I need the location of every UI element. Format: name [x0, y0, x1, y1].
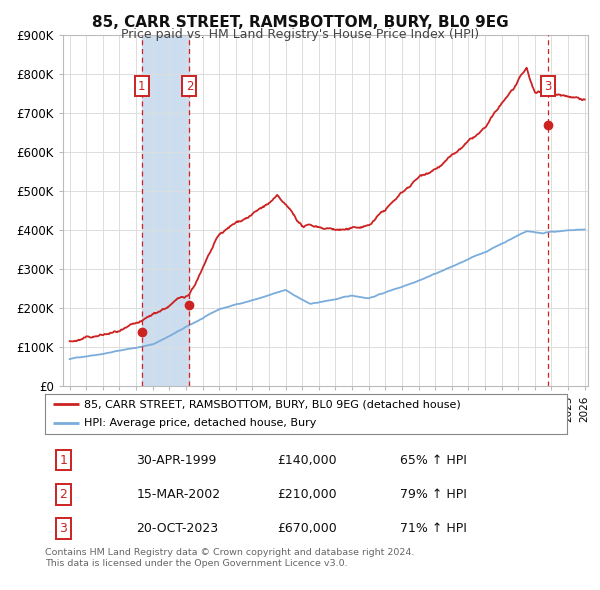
Text: £210,000: £210,000 [277, 488, 337, 501]
Text: 30-APR-1999: 30-APR-1999 [136, 454, 217, 467]
Text: HPI: Average price, detached house, Bury: HPI: Average price, detached house, Bury [84, 418, 317, 428]
Text: 3: 3 [544, 80, 552, 93]
Text: Contains HM Land Registry data © Crown copyright and database right 2024.
This d: Contains HM Land Registry data © Crown c… [45, 548, 415, 568]
Text: 79% ↑ HPI: 79% ↑ HPI [400, 488, 467, 501]
Text: 2: 2 [185, 80, 193, 93]
Text: £670,000: £670,000 [277, 522, 337, 535]
Text: 3: 3 [59, 522, 67, 535]
Text: Price paid vs. HM Land Registry's House Price Index (HPI): Price paid vs. HM Land Registry's House … [121, 28, 479, 41]
Text: 85, CARR STREET, RAMSBOTTOM, BURY, BL0 9EG: 85, CARR STREET, RAMSBOTTOM, BURY, BL0 9… [92, 15, 508, 30]
Text: 71% ↑ HPI: 71% ↑ HPI [400, 522, 467, 535]
Text: 20-OCT-2023: 20-OCT-2023 [136, 522, 218, 535]
Text: 15-MAR-2002: 15-MAR-2002 [136, 488, 220, 501]
Bar [142, 35, 190, 386]
Text: 1: 1 [138, 80, 145, 93]
Text: 85, CARR STREET, RAMSBOTTOM, BURY, BL0 9EG (detached house): 85, CARR STREET, RAMSBOTTOM, BURY, BL0 9… [84, 399, 461, 409]
Text: 2: 2 [59, 488, 67, 501]
Text: 65% ↑ HPI: 65% ↑ HPI [400, 454, 467, 467]
Text: £140,000: £140,000 [277, 454, 337, 467]
Text: 1: 1 [59, 454, 67, 467]
